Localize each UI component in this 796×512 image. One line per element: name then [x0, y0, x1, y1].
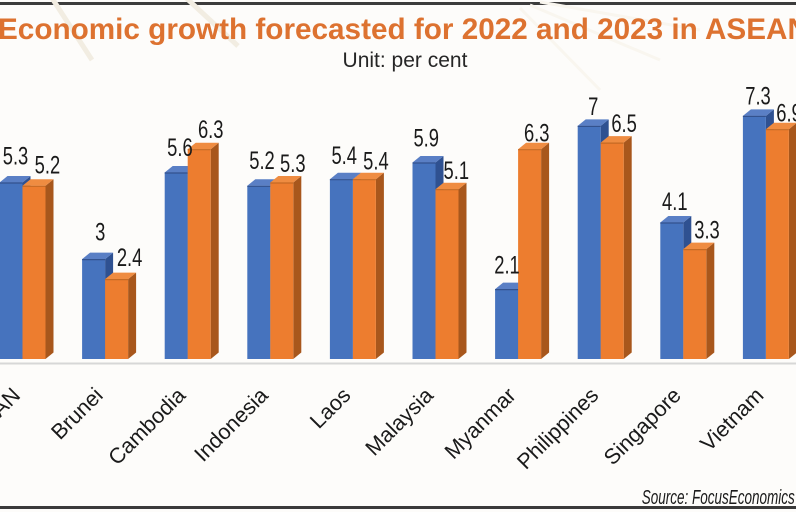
- svg-text:5.6: 5.6: [167, 133, 193, 161]
- svg-text:Malaysia: Malaysia: [360, 382, 439, 461]
- svg-text:4.1: 4.1: [662, 187, 688, 215]
- svg-text:2.1: 2.1: [494, 251, 520, 279]
- svg-text:3: 3: [95, 218, 105, 246]
- svg-text:5.4: 5.4: [363, 147, 389, 175]
- svg-text:Brunei: Brunei: [46, 382, 108, 444]
- svg-text:5.2: 5.2: [249, 146, 275, 174]
- svg-text:6.9: 6.9: [776, 99, 796, 127]
- svg-text:5.9: 5.9: [413, 124, 439, 152]
- svg-text:5.3: 5.3: [280, 149, 306, 177]
- svg-text:5.4: 5.4: [331, 141, 357, 169]
- svg-text:Indonesia: Indonesia: [189, 382, 274, 467]
- svg-text:3.3: 3.3: [694, 216, 720, 244]
- svg-text:Vietnam: Vietnam: [695, 382, 768, 455]
- svg-text:6.5: 6.5: [611, 109, 637, 137]
- svg-text:ASEAN: ASEAN: [0, 382, 25, 451]
- svg-text:5.2: 5.2: [35, 151, 61, 179]
- svg-text:6.3: 6.3: [524, 119, 550, 147]
- svg-text:Laos: Laos: [305, 382, 356, 433]
- svg-text:5.3: 5.3: [3, 142, 29, 170]
- svg-text:Singapore: Singapore: [599, 382, 686, 469]
- svg-text:Philippines: Philippines: [512, 382, 604, 474]
- svg-text:5.1: 5.1: [444, 156, 470, 184]
- svg-text:Myanmar: Myanmar: [439, 382, 520, 463]
- svg-text:7: 7: [588, 92, 598, 120]
- svg-text:6.3: 6.3: [198, 115, 224, 143]
- svg-text:7.3: 7.3: [745, 82, 771, 110]
- svg-text:2.4: 2.4: [117, 243, 143, 271]
- svg-text:Cambodia: Cambodia: [103, 382, 191, 470]
